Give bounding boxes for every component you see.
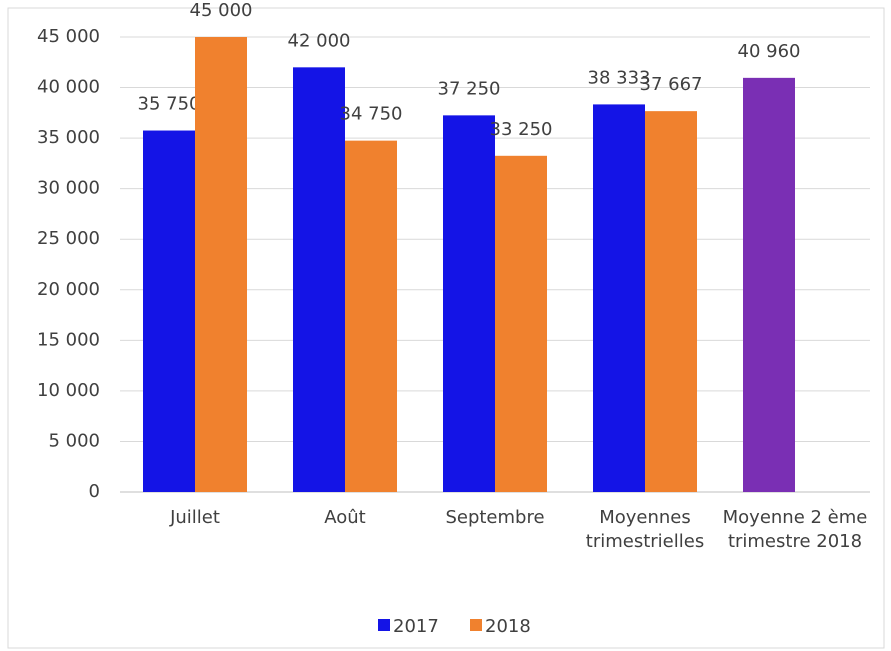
data-label: 42 000	[288, 30, 351, 51]
legend-label: 2017	[393, 616, 439, 637]
x-tick-label: Moyennes trimestrielles	[585, 507, 705, 552]
x-tick-label-box: Août	[324, 507, 366, 528]
x-tick-label-box: Septembre	[445, 507, 545, 528]
data-label: 38 333	[588, 67, 651, 88]
y-tick-label: 15 000	[37, 329, 100, 350]
data-label: 37 250	[438, 78, 501, 99]
y-tick-label: 0	[89, 481, 100, 502]
data-label: 40 960	[738, 41, 801, 62]
data-label: 37 667	[640, 74, 703, 95]
data-label: 35 750	[138, 94, 201, 115]
x-tick-label: Août	[324, 507, 366, 528]
bar	[495, 155, 547, 493]
bar	[293, 67, 345, 492]
bar	[345, 140, 397, 492]
y-tick-label: 45 000	[37, 26, 100, 47]
bar	[143, 130, 195, 492]
y-tick-label: 20 000	[37, 279, 100, 300]
data-label: 45 000	[190, 0, 253, 21]
y-tick-label: 10 000	[37, 380, 100, 401]
bar	[645, 111, 697, 492]
x-tick-label-box: Moyenne 2 ème trimestre 2018	[722, 507, 868, 552]
legend-label: 2018	[485, 616, 531, 637]
y-tick-label: 35 000	[37, 127, 100, 148]
x-tick-label-box: Moyennes trimestrielles	[585, 507, 705, 552]
bar	[743, 77, 795, 493]
y-tick-label: 30 000	[37, 178, 100, 199]
data-label: 34 750	[340, 104, 403, 125]
x-tick-label: Juillet	[170, 507, 220, 528]
x-tick-label-box: Juillet	[170, 507, 220, 528]
bar	[195, 37, 247, 492]
y-tick-label: 25 000	[37, 228, 100, 249]
x-tick-label: Septembre	[445, 507, 545, 528]
bar	[593, 104, 645, 493]
x-tick-label: Moyenne 2 ème trimestre 2018	[722, 507, 868, 552]
legend-swatch	[470, 619, 482, 631]
legend-swatch	[378, 619, 390, 631]
data-label: 33 250	[490, 119, 553, 140]
bar	[443, 115, 495, 492]
y-tick-label: 5 000	[48, 430, 100, 451]
y-tick-label: 40 000	[37, 77, 100, 98]
